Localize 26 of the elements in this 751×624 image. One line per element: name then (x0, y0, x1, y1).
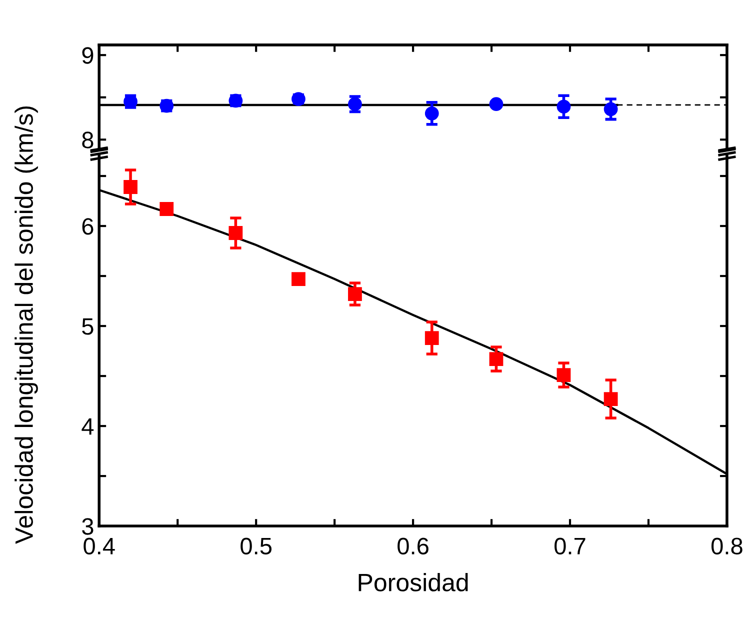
y-axis-title: Velocidad longitudinal del sonido (km/s) (14, 106, 38, 544)
point (124, 180, 138, 194)
point (424, 331, 439, 345)
point (292, 272, 306, 286)
y-tick-label: 8 (82, 132, 94, 148)
point (489, 97, 504, 112)
point (556, 368, 571, 382)
x-tick-label: 0.6 (398, 538, 428, 554)
x-axis-title: Porosidad (358, 573, 468, 592)
y-tick-label: 5 (82, 318, 94, 335)
point (228, 226, 243, 240)
y-tick-label: 3 (82, 518, 94, 535)
x-tick-label: 0.8 (711, 538, 742, 554)
point (160, 202, 174, 216)
point (556, 100, 571, 114)
point (489, 352, 504, 366)
point (348, 287, 362, 301)
point (604, 102, 618, 116)
y-tick-label: 6 (82, 218, 94, 235)
point (604, 392, 618, 406)
y-tick-label: 9 (82, 47, 94, 64)
point (424, 106, 439, 120)
y-tick-label: 4 (82, 418, 94, 435)
x-tick-label: 0.5 (240, 538, 272, 554)
x-tick-label: 0.7 (554, 538, 586, 554)
x-tick-label: 0.4 (84, 538, 115, 554)
